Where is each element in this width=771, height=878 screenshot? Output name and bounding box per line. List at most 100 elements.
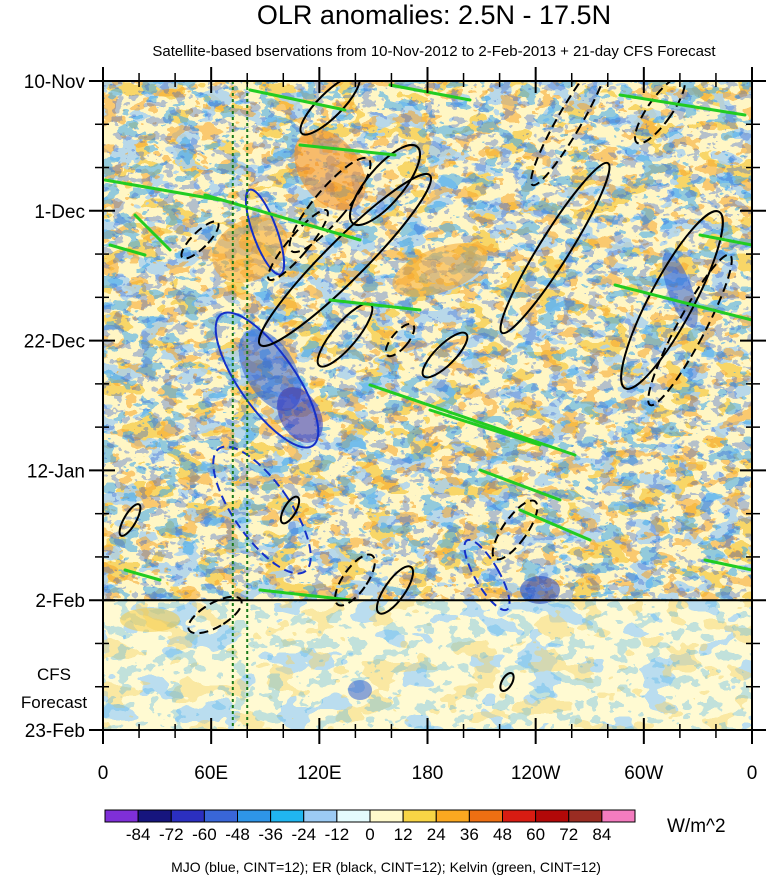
x-tick-label: 120E xyxy=(297,763,341,784)
er-contour xyxy=(299,81,361,136)
colorbar-swatch xyxy=(237,809,272,823)
colorbar-tick-label: -48 xyxy=(225,825,250,844)
er-contour xyxy=(530,81,610,187)
colorbar-tick-label: -72 xyxy=(159,825,184,844)
anomaly-blob xyxy=(348,680,372,700)
er-contour xyxy=(620,210,724,390)
colorbar-swatch xyxy=(435,809,470,823)
colorbar-swatch xyxy=(104,809,139,823)
er-contour xyxy=(349,143,421,227)
colorbar-swatch xyxy=(468,809,503,823)
er-contour xyxy=(375,565,415,615)
colorbar-tick-label: -84 xyxy=(126,825,151,844)
er-contour xyxy=(257,172,433,348)
colorbar-units: W/m^2 xyxy=(667,816,726,837)
x-tick-label: 120W xyxy=(511,763,561,784)
kelvin-contour xyxy=(428,408,542,447)
colorbar-tick-label: -36 xyxy=(258,825,283,844)
y-tick-label: 12-Jan xyxy=(27,461,85,482)
x-tick-label: 60W xyxy=(624,763,663,784)
x-tick-label: 0 xyxy=(747,763,758,784)
y-tick-label: 23-Feb xyxy=(25,721,85,742)
er-contour xyxy=(334,553,376,607)
colorbar-tick-label: 24 xyxy=(427,825,446,844)
colorbar-swatch xyxy=(535,809,570,823)
colorbar-swatch xyxy=(137,809,172,823)
kelvin-contour xyxy=(328,298,422,312)
field-layer-4 xyxy=(103,81,752,601)
colorbar-swatch xyxy=(502,809,537,823)
kelvin-contour xyxy=(518,508,592,542)
mjo-contour xyxy=(244,188,286,276)
colorbar-tick-label: 36 xyxy=(460,825,479,844)
colorbar-tick-label: 12 xyxy=(394,825,413,844)
colorbar-tick-label: 84 xyxy=(592,825,611,844)
colorbar-swatch xyxy=(601,809,636,823)
kelvin-contour xyxy=(248,88,347,112)
chart-title: OLR anomalies: 2.5N - 17.5N xyxy=(257,0,611,30)
forecast-label-line2: Forecast xyxy=(21,693,87,712)
x-tick-label: 180 xyxy=(412,763,444,784)
mjo-contour xyxy=(214,311,320,449)
kelvin-contour xyxy=(123,568,162,582)
colorbar-tick-label: 0 xyxy=(365,825,374,844)
kelvin-contour xyxy=(368,383,577,457)
wave-contours xyxy=(103,81,752,693)
colorbar-tick-label: -12 xyxy=(325,825,350,844)
anomaly-blob xyxy=(520,576,560,604)
er-contour xyxy=(491,499,539,561)
colorbar-swatch xyxy=(369,809,404,823)
er-contour xyxy=(499,671,515,693)
kelvin-contour xyxy=(258,588,352,602)
anomaly-blob xyxy=(120,608,180,632)
colorbar-swatch xyxy=(402,809,437,823)
er-contour xyxy=(499,161,611,335)
kelvin-contour xyxy=(478,468,562,502)
kelvin-contour xyxy=(103,178,222,202)
er-contour xyxy=(634,81,686,145)
kelvin-contour xyxy=(203,193,362,242)
kelvin-contour xyxy=(133,213,172,252)
chart-subtitle: Satellite-based bservations from 10-Nov-… xyxy=(152,43,716,60)
x-tick-label: 0 xyxy=(98,763,109,784)
forecast-label-line1: CFS xyxy=(37,665,71,684)
colorbar-swatch xyxy=(170,809,205,823)
colorbar-tick-label: 72 xyxy=(559,825,578,844)
er-contour xyxy=(421,331,469,379)
axes: 10-Nov 1-Dec 22-Dec 12-Jan 2-Feb 23-Feb 0 60E 12… xyxy=(24,67,766,784)
colorbar-tick-label: -24 xyxy=(291,825,316,844)
er-contour xyxy=(647,253,733,407)
y-tick-label: 22-Dec xyxy=(24,332,85,353)
colorbar-swatch xyxy=(568,809,603,823)
kelvin-contour xyxy=(108,243,147,257)
colorbar-tick-label: 60 xyxy=(526,825,545,844)
y-tick-label: 2-Feb xyxy=(35,591,85,612)
kelvin-contour xyxy=(698,233,752,247)
colorbar-tick-label: 48 xyxy=(493,825,512,844)
y-tick-label: 1-Dec xyxy=(34,202,85,223)
colorbar-swatch xyxy=(303,809,338,823)
kelvin-contour xyxy=(618,93,747,117)
colorbar-swatch xyxy=(336,809,371,823)
er-contour xyxy=(118,503,142,537)
er-contour xyxy=(279,495,301,525)
er-contour xyxy=(180,220,220,260)
anomaly-blob xyxy=(392,243,488,297)
er-contour xyxy=(384,322,416,358)
mjo-contour xyxy=(463,538,511,612)
contour-legend-note: MJO (blue, CINT=12); ER (black, CINT=12)… xyxy=(171,859,601,875)
er-contour xyxy=(288,156,372,254)
kelvin-contour xyxy=(703,558,752,572)
kelvin-contour xyxy=(298,143,397,157)
mjo-contour xyxy=(212,445,312,575)
olr-anomaly-field xyxy=(103,81,752,730)
colorbar: -84 -72 -60 -48 -36 -24 -12 0 12 24 36 48 60 72 84 xyxy=(104,809,636,844)
er-contour xyxy=(267,208,329,282)
colorbar-tick-label: -60 xyxy=(192,825,217,844)
anomaly-blob xyxy=(662,252,698,328)
y-tick-label: 10-Nov xyxy=(24,72,86,93)
field-layer-7 xyxy=(103,600,752,730)
x-tick-label: 60E xyxy=(194,763,228,784)
colorbar-swatch xyxy=(203,809,238,823)
